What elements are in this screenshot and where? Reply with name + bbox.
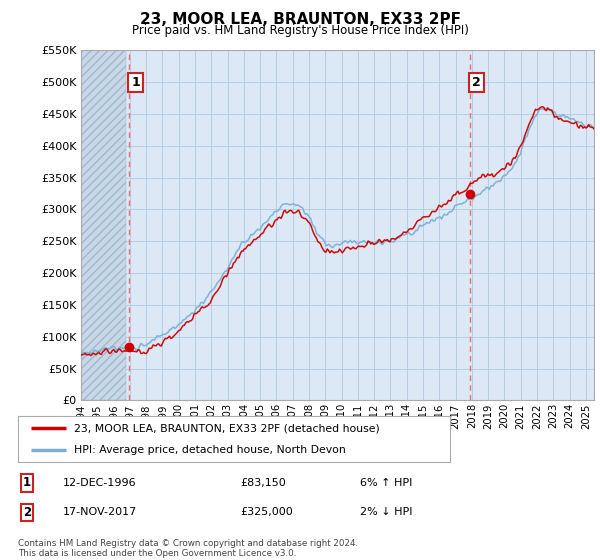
Text: 2% ↓ HPI: 2% ↓ HPI <box>360 507 413 517</box>
Text: HPI: Average price, detached house, North Devon: HPI: Average price, detached house, Nort… <box>74 445 346 455</box>
Text: 1: 1 <box>131 76 140 88</box>
Text: 23, MOOR LEA, BRAUNTON, EX33 2PF (detached house): 23, MOOR LEA, BRAUNTON, EX33 2PF (detach… <box>74 423 380 433</box>
Text: 2: 2 <box>23 506 31 519</box>
Text: 17-NOV-2017: 17-NOV-2017 <box>63 507 137 517</box>
Text: 1: 1 <box>23 476 31 489</box>
Text: 2: 2 <box>472 76 481 88</box>
Text: 6% ↑ HPI: 6% ↑ HPI <box>360 478 412 488</box>
Bar <box>81 50 126 400</box>
Text: Price paid vs. HM Land Registry's House Price Index (HPI): Price paid vs. HM Land Registry's House … <box>131 24 469 36</box>
Text: £325,000: £325,000 <box>240 507 293 517</box>
Text: 12-DEC-1996: 12-DEC-1996 <box>63 478 137 488</box>
Text: Contains HM Land Registry data © Crown copyright and database right 2024.
This d: Contains HM Land Registry data © Crown c… <box>18 539 358 558</box>
Text: £83,150: £83,150 <box>240 478 286 488</box>
Text: 23, MOOR LEA, BRAUNTON, EX33 2PF: 23, MOOR LEA, BRAUNTON, EX33 2PF <box>139 12 461 27</box>
